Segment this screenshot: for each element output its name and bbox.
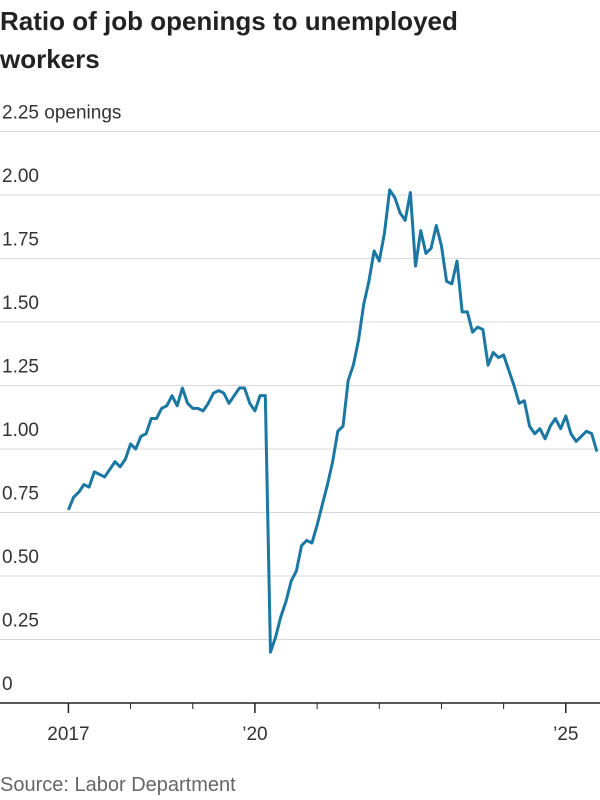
y-tick-label: 0.25 [2, 611, 39, 632]
y-tick-label: 1.00 [2, 420, 39, 441]
y-tick-label: 1.50 [2, 293, 39, 314]
y-tick-label: 0.50 [2, 547, 39, 568]
y-tick-label: 1.75 [2, 230, 39, 251]
y-tick-label: 2.00 [2, 166, 39, 187]
y-tick-label: 2.25 openings [2, 103, 121, 124]
x-tick-label: ’25 [553, 724, 578, 745]
source: Source: Labor Department [0, 774, 236, 796]
data-line [67, 188, 599, 654]
x-tick-label: 2017 [47, 724, 89, 745]
chart-title: Ratio of job openings to unemployed work… [0, 6, 458, 74]
y-tick-label: 0 [2, 674, 13, 695]
y-tick-label: 1.25 [2, 357, 39, 378]
y-tick-label: 0.75 [2, 484, 39, 505]
x-tick-label: ’20 [242, 724, 267, 745]
